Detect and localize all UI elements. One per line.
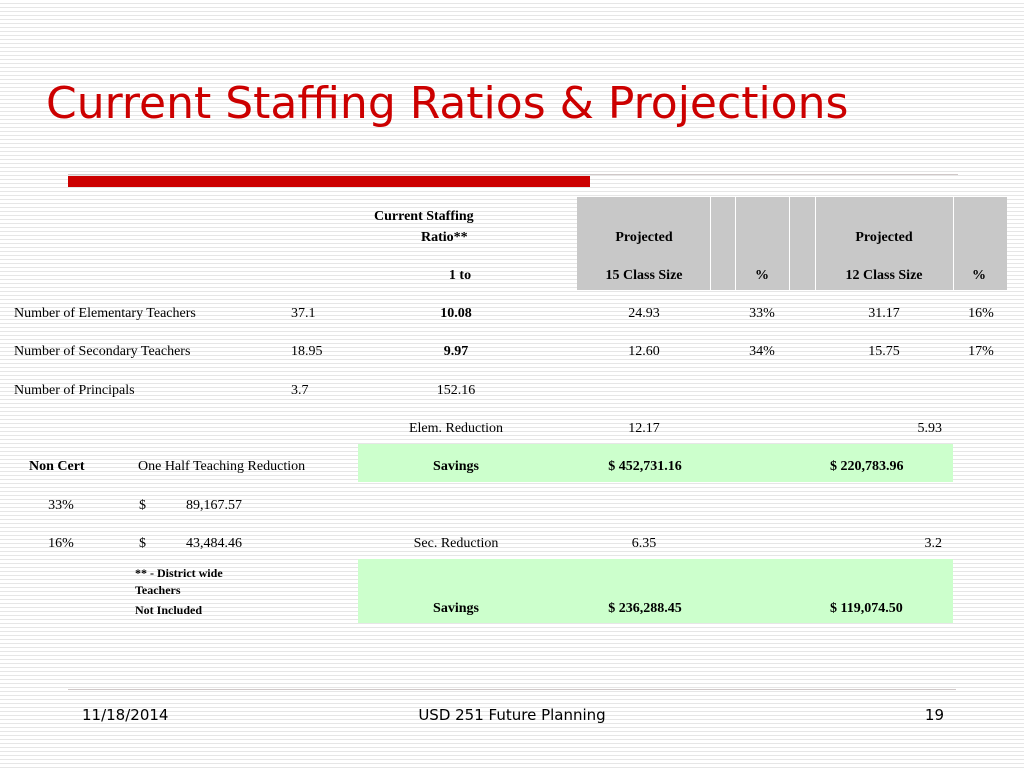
header-12-class-size: 12 Class Size [845, 268, 923, 283]
slide-title: Current Staffing Ratios & Projections [46, 78, 849, 129]
row-ratio: 152.16 [436, 383, 476, 398]
footer-divider [68, 689, 956, 690]
header-percent-15: % [755, 268, 769, 283]
projection-header-bg [577, 197, 1007, 290]
amount-value: 43,484.46 [186, 536, 242, 551]
pct-value: 16% [48, 536, 74, 551]
header-divider [953, 197, 954, 290]
row-label: Number of Principals [14, 383, 135, 398]
row-count: 3.7 [291, 383, 309, 398]
header-ratio: Ratio** [421, 230, 468, 245]
amount-value: 89,167.57 [186, 498, 242, 513]
row-label: Number of Elementary Teachers [14, 306, 196, 321]
non-cert-desc: One Half Teaching Reduction [138, 459, 306, 474]
header-15-class-size: 15 Class Size [605, 268, 683, 283]
header-current-staffing: Current Staffing [374, 209, 474, 224]
row-ratio: 10.08 [440, 306, 472, 321]
sec-reduction-label: Sec. Reduction [413, 536, 499, 551]
note-line3: Not Included [135, 603, 203, 617]
note-line2: Teachers [135, 583, 181, 597]
note-line1: ** - District wide [135, 566, 223, 580]
sec-reduction-15: 6.35 [631, 536, 657, 551]
row-proj15: 12.60 [628, 344, 660, 359]
elem-reduction-15: 12.17 [628, 421, 660, 436]
footer-title: USD 251 Future Planning [418, 706, 606, 724]
savings-label: Savings [433, 601, 479, 616]
row-pct15: 33% [749, 306, 775, 321]
row-pct15: 34% [749, 344, 775, 359]
header-divider [789, 197, 790, 290]
title-divider [68, 174, 958, 175]
header-divider [710, 197, 711, 290]
elem-reduction-label: Elem. Reduction [408, 421, 504, 436]
page-number: 19 [924, 706, 944, 724]
dollar-sign: $ [139, 536, 146, 551]
title-accent-bar [68, 176, 590, 187]
savings-15: $ 236,288.45 [608, 601, 682, 616]
savings-15: $ 452,731.16 [608, 459, 682, 474]
elem-reduction-12: 5.93 [917, 421, 943, 436]
row-ratio: 9.97 [443, 344, 469, 359]
row-pct12: 16% [968, 306, 994, 321]
savings-12: $ 220,783.96 [830, 459, 904, 474]
header-projected-15: Projected [615, 230, 673, 245]
savings-row-bg [358, 559, 953, 623]
header-projected-12: Projected [855, 230, 913, 245]
row-count: 18.95 [291, 344, 323, 359]
row-proj15: 24.93 [628, 306, 660, 321]
savings-row-bg [358, 444, 953, 482]
header-divider [815, 197, 816, 290]
footer-date: 11/18/2014 [82, 706, 169, 724]
header-percent-12: % [972, 268, 986, 283]
header-divider [735, 197, 736, 290]
row-pct12: 17% [968, 344, 994, 359]
pct-value: 33% [48, 498, 74, 513]
row-count: 37.1 [291, 306, 316, 321]
row-proj12: 15.75 [868, 344, 900, 359]
sec-reduction-12: 3.2 [924, 536, 943, 551]
header-one-to: 1 to [448, 268, 472, 283]
row-proj12: 31.17 [868, 306, 900, 321]
row-label: Number of Secondary Teachers [14, 344, 191, 359]
dollar-sign: $ [139, 498, 146, 513]
savings-label: Savings [433, 459, 479, 474]
savings-12: $ 119,074.50 [830, 601, 903, 616]
non-cert-label: Non Cert [29, 459, 85, 474]
